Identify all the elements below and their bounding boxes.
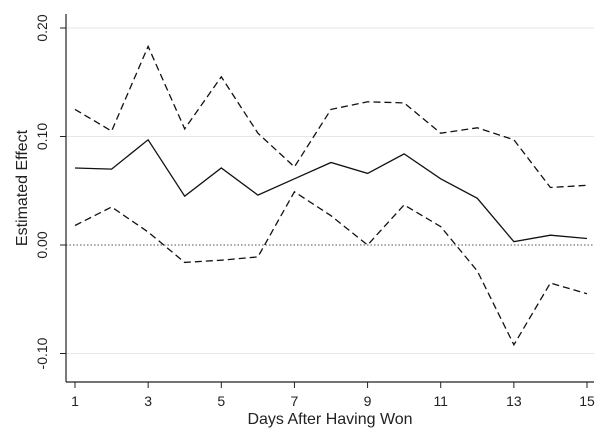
y-axis-title: Estimated Effect xyxy=(14,129,31,246)
series-lines xyxy=(74,44,588,347)
estimate-line xyxy=(74,138,588,243)
upper-bound-line xyxy=(74,44,588,189)
y-tick-label: 0.10 xyxy=(34,123,50,150)
x-tick-label: 9 xyxy=(364,393,372,409)
y-axis-ticks: -0.10 0.00 0.10 0.20 xyxy=(34,14,66,369)
gridlines xyxy=(66,27,594,354)
x-tick-label: 1 xyxy=(71,393,79,409)
x-tick-label: 11 xyxy=(433,393,448,409)
y-tick-label: 0.00 xyxy=(34,231,50,258)
x-tick-label: 7 xyxy=(291,393,299,409)
x-tick-label: 5 xyxy=(217,393,225,409)
x-tick-label: 13 xyxy=(506,393,522,409)
x-axis-title: Days After Having Won xyxy=(247,411,412,428)
lower-bound-line xyxy=(74,190,588,347)
y-tick-label: 0.20 xyxy=(34,14,50,41)
y-tick-label: -0.10 xyxy=(34,337,50,369)
x-axis-ticks: 1 3 5 7 9 11 13 15 xyxy=(71,382,595,409)
x-tick-label: 15 xyxy=(579,393,595,409)
axes xyxy=(65,14,594,383)
x-tick-label: 3 xyxy=(144,393,152,409)
